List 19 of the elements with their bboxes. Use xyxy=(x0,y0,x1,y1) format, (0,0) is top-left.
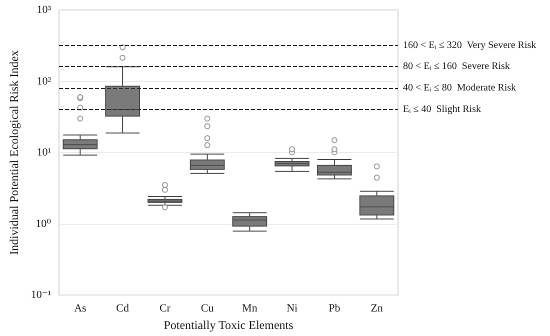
y-tick-label: 10² xyxy=(36,75,52,88)
x-tick-label: Ni xyxy=(286,302,298,315)
x-tick-label: As xyxy=(74,302,86,315)
y-tick-label: 10⁻¹ xyxy=(30,289,52,302)
x-axis-title: Potentially Toxic Elements xyxy=(164,318,294,332)
x-tick-label: Pb xyxy=(328,302,341,315)
x-tick-label: Cr xyxy=(159,302,171,315)
y-tick-label: 10¹ xyxy=(36,146,52,159)
x-tick-label: Cu xyxy=(200,302,214,315)
x-tick-label: Zn xyxy=(370,302,384,315)
y-tick-label: 10⁰ xyxy=(36,218,52,230)
x-tick-label: Mn xyxy=(242,302,258,315)
y-tick-label: 10³ xyxy=(36,4,52,16)
y-axis-title: Individual Potential Ecological Risk Index xyxy=(7,50,21,255)
ref-line-label: 40 < Eᵢ ≤ 80 Moderate Risk xyxy=(403,82,516,94)
x-tick-label: Cd xyxy=(116,302,130,315)
ref-line-label: Eᵢ ≤ 40 Slight Risk xyxy=(403,104,481,116)
ref-line-label: 80 < Eᵢ ≤ 160 Severe Risk xyxy=(403,61,510,72)
ref-line-label: 160 < Eᵢ ≤ 320 Very Severe Risk xyxy=(403,40,536,51)
